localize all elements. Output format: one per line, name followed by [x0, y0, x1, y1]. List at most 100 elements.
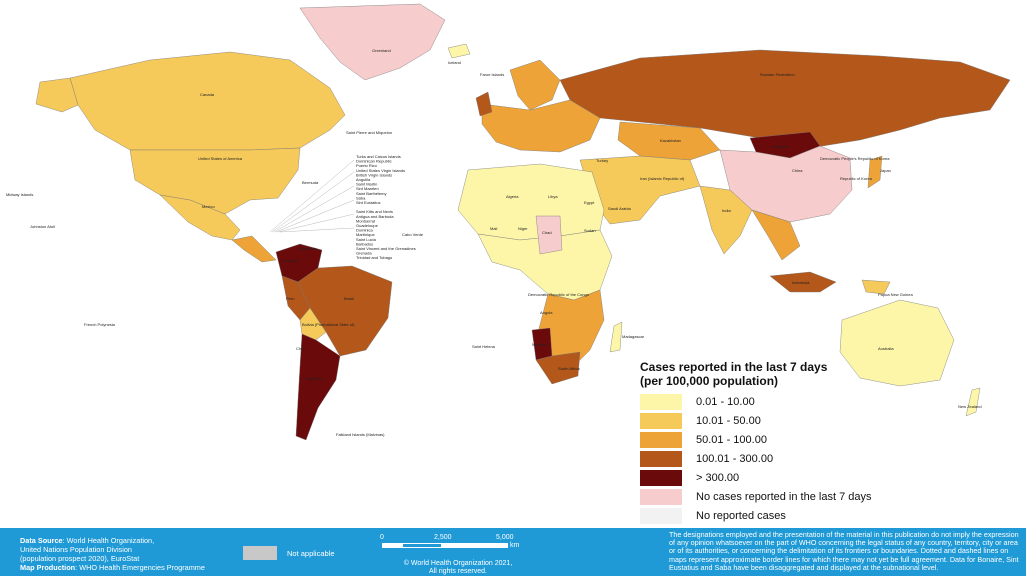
legend-swatch: [640, 413, 682, 429]
label-south-africa: South Africa: [558, 366, 580, 371]
label-mali: Mali: [490, 226, 497, 231]
label-chile: Chile: [296, 346, 306, 351]
region-png: [861, 279, 891, 295]
label-midway: Midway Islands: [6, 192, 33, 197]
label-falkland: Falkland Islands (Malvinas): [336, 432, 385, 437]
label-russia: Russian Federation: [760, 72, 795, 77]
scale-0: 0: [380, 534, 384, 541]
region-greenland: [299, 3, 446, 81]
label-caribbean-item: Martinique: [356, 232, 375, 237]
legend-item: > 300.00: [640, 470, 870, 488]
label-brazil: Brazil: [344, 296, 354, 301]
legend-item: 0.01 - 10.00: [640, 394, 870, 412]
caribbean-leader-lines: [269, 159, 355, 233]
label-caribbean-item: Montserrat: [356, 218, 376, 223]
label-greenland: Greenland: [372, 48, 391, 53]
label-png: Papua New Guinea: [878, 292, 913, 297]
region-south-africa: [535, 351, 581, 385]
data-source-line2: United Nations Population Division: [20, 545, 132, 554]
label-turkey: Turkey: [596, 158, 608, 163]
label-japan: Japan: [880, 168, 891, 173]
legend-label: No reported cases: [696, 510, 786, 522]
legend-swatch: [640, 470, 682, 486]
label-niger: Niger: [518, 226, 528, 231]
label-caribbean-item: Saint Martin: [356, 182, 377, 187]
label-saint-helena: Saint Helena: [472, 344, 496, 349]
label-cabo-verde: Cabo Verde: [402, 232, 424, 237]
label-indonesia: Indonesia: [792, 280, 810, 285]
region-chad: [535, 215, 563, 255]
label-china: China: [792, 168, 803, 173]
label-madagascar: Madagascar: [622, 334, 645, 339]
region-mexico: [159, 194, 241, 241]
label-caribbean-item: Antigua and Barbuda: [356, 214, 394, 219]
legend-items: 0.01 - 10.00 10.01 - 50.00 50.01 - 100.00 1…: [640, 394, 872, 526]
copyright-line2: All rights reserved.: [429, 568, 487, 575]
region-madagascar: [609, 321, 623, 353]
region-central-america: [231, 235, 277, 263]
label-usa: United States of America: [198, 156, 243, 161]
label-faroe: Faroe Islands: [480, 72, 504, 77]
legend-title-line1: Cases reported in the last 7 days: [640, 360, 828, 374]
legend-swatch: [640, 394, 682, 410]
scale-bar: 0 2,500 5,000 km: [378, 534, 520, 556]
map-legend: Cases reported in the last 7 days (per 1…: [640, 360, 872, 526]
label-chad: Chad: [542, 230, 552, 235]
label-caribbean-item: Guadeloupe: [356, 223, 379, 228]
data-source-label: Data Source: [20, 536, 63, 545]
region-argentina: [295, 333, 341, 441]
scale-5000: 5,000: [496, 534, 514, 541]
legend-swatch: [640, 432, 682, 448]
legend-item: 50.01 - 100.00: [640, 432, 870, 450]
label-new-zealand: New Zealand: [958, 404, 982, 409]
legend-label: No cases reported in the last 7 days: [696, 491, 872, 503]
label-kazakhstan: Kazakhstan: [660, 138, 681, 143]
label-mongolia: Mongolia: [772, 144, 789, 149]
region-north-africa: [457, 163, 605, 241]
region-australia: [839, 299, 955, 387]
region-canada: [69, 51, 346, 151]
label-colombia: Colombia: [282, 258, 300, 263]
legend-title-line2: (per 100,000 population): [640, 374, 779, 388]
legend-label: 10.01 - 50.00: [696, 415, 761, 427]
legend-swatch: [640, 489, 682, 505]
scale-2500: 2,500: [434, 534, 452, 541]
label-dprk: Democratic People's Republic of Korea: [820, 156, 890, 161]
legend-item: No cases reported in the last 7 days: [640, 489, 872, 507]
legend-label: 100.01 - 300.00: [696, 453, 774, 465]
label-drc: Democratic Republic of the Congo: [528, 292, 590, 297]
label-caribbean-item: Dominica: [356, 228, 373, 233]
region-indonesia: [769, 271, 837, 293]
region-alaska: [35, 77, 79, 113]
world-map: Greenland Canada United States of Americ…: [6, 3, 1011, 441]
data-source-text: : World Health Organization,: [62, 536, 155, 545]
legend-item: 100.01 - 300.00: [640, 451, 870, 469]
label-caribbean-item: Barbados: [356, 241, 373, 246]
label-caribbean-item: Saint Vincent and the Grenadines: [356, 246, 416, 251]
footer-credits: Data Source: World Health Organization, …: [20, 536, 250, 572]
label-caribbean-item: Trinidad and Tobago: [356, 255, 393, 260]
legend-swatch: [640, 451, 682, 467]
scale-unit: km: [510, 542, 520, 549]
region-russia: [559, 49, 1011, 149]
label-caribbean-item: British Virgin Islands: [356, 172, 392, 177]
label-india: India: [722, 208, 731, 213]
legend-item: No reported cases: [640, 508, 870, 526]
region-iceland: [447, 43, 471, 59]
region-new-zealand: [965, 387, 981, 417]
label-saint-pierre: Saint Pierre and Miquelon: [346, 130, 392, 135]
region-bolivia: [299, 307, 327, 341]
label-australia: Australia: [878, 346, 894, 351]
label-venezuela: Venezuela: [298, 246, 317, 251]
region-uk: [475, 91, 493, 117]
label-caribbean-item: Grenada: [356, 251, 372, 256]
label-caribbean-item: Puerto Rico: [356, 163, 378, 168]
label-peru: Peru: [286, 296, 294, 301]
label-angola: Angola: [540, 310, 553, 315]
map-production-label: Map Production: [20, 563, 76, 572]
not-applicable-label: Not applicable: [287, 549, 335, 558]
label-algeria: Algeria: [506, 194, 519, 199]
label-caribbean-item: Saba: [356, 195, 366, 200]
label-caribbean-item: Turks and Caicos Islands: [356, 154, 401, 159]
label-mexico: Mexico: [202, 204, 215, 209]
